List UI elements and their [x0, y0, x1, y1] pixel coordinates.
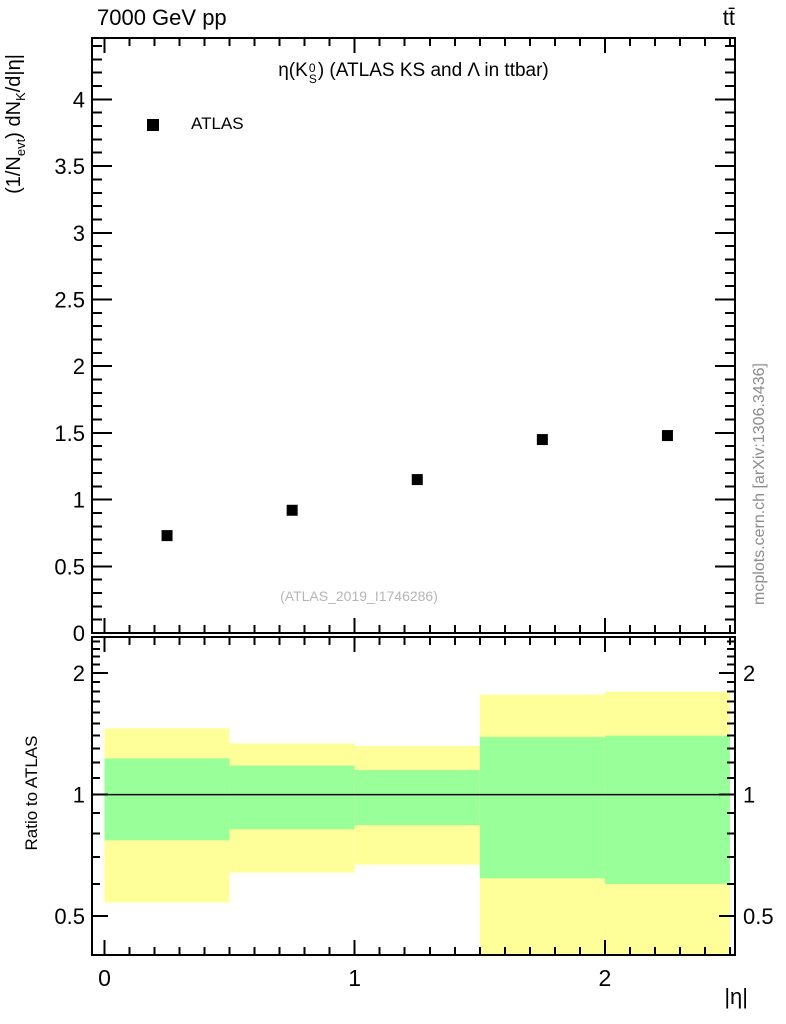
- process-title: tt̄: [722, 5, 735, 30]
- main-y-axis-label: (1/Nevt) dNK/d|η|: [3, 54, 28, 194]
- tick-label: 3.5: [54, 154, 85, 179]
- tick-label: 2: [73, 661, 85, 686]
- plot-title-pre: η(K: [278, 60, 308, 81]
- tick-label: 0.5: [743, 904, 774, 929]
- data-point-marker: [411, 474, 423, 486]
- ratio-green-band: [104, 758, 230, 841]
- mcplots-reference-text: mcplots.cern.ch [arXiv:1306.3436]: [751, 363, 768, 605]
- tick-label: 0: [98, 965, 111, 991]
- ratio-y-axis-label: Ratio to ATLAS: [22, 735, 41, 851]
- tick-label: 1: [73, 783, 85, 808]
- ratio-green-band: [479, 736, 605, 879]
- k0s-subscript: S: [308, 72, 317, 86]
- ratio-green-band: [354, 770, 480, 826]
- tick-label: 1: [348, 965, 361, 991]
- tick-label: 2.5: [54, 287, 85, 312]
- data-point-marker: [161, 530, 173, 542]
- tick-label: 4: [73, 87, 85, 112]
- x-axis-label: |η|: [724, 984, 748, 1009]
- tick-label: 2: [743, 661, 755, 686]
- tick-label: 2: [599, 965, 612, 991]
- beam-energy-title: 7000 GeV pp: [97, 5, 227, 30]
- tick-label: 1: [73, 488, 85, 513]
- k0s-superscript: 0: [308, 61, 316, 75]
- ratio-green-band: [229, 765, 355, 830]
- tick-label: 1: [743, 783, 755, 808]
- data-point-marker: [661, 430, 673, 442]
- tick-label: 0.5: [54, 554, 85, 579]
- tick-label: 0.5: [54, 904, 85, 929]
- tick-label: 2: [73, 354, 85, 379]
- legend-square-icon: [147, 119, 159, 131]
- tick-label: 1.5: [54, 421, 85, 446]
- analysis-watermark: (ATLAS_2019_I1746286): [280, 588, 438, 604]
- data-point-marker: [536, 434, 548, 446]
- plot-title: η(K 0 S) (ATLAS KS and Λ in ttbar): [92, 60, 735, 85]
- data-point-marker: [286, 504, 298, 516]
- main-panel-frame: [91, 37, 736, 634]
- ratio-panel-frame: [91, 636, 736, 956]
- legend-label: ATLAS: [191, 114, 244, 133]
- tick-label: 3: [73, 221, 85, 246]
- plot-title-post: ) (ATLAS KS and Λ in ttbar): [317, 60, 549, 81]
- ratio-green-band: [604, 735, 730, 885]
- tick-label: 0: [73, 621, 85, 646]
